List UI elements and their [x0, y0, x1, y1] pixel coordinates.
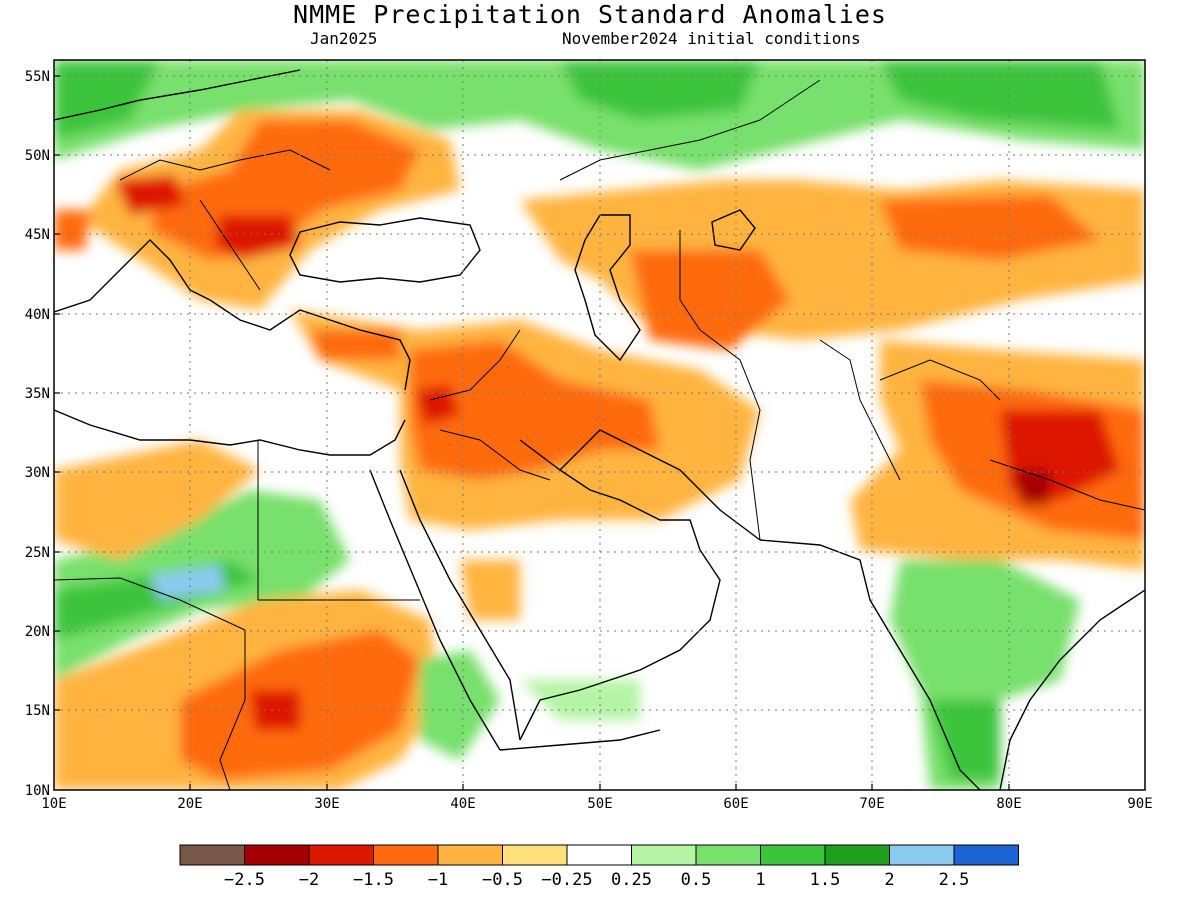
lon-label-50e: 50E — [587, 796, 612, 812]
legend-label: 0.25 — [611, 870, 652, 890]
legend-label: 0.5 — [681, 870, 712, 890]
legend-label: −2 — [299, 870, 319, 890]
lon-label-20e: 20E — [177, 796, 202, 812]
legend-swatch — [502, 844, 568, 866]
country-borders — [54, 79, 1145, 790]
legend-label: 2 — [884, 870, 894, 890]
color-legend: −2.5 −2 −1.5 −1 −0.5 −0.25 0.25 0.5 1 1.5 2 2.5 — [179, 844, 1019, 890]
legend-swatch — [308, 844, 374, 866]
legend-label: −0.25 — [541, 870, 592, 890]
lat-label-10n: 10N — [25, 783, 50, 799]
legend-swatch — [566, 844, 632, 866]
lon-label-90e: 90E — [1127, 796, 1152, 812]
lat-label-35n: 35N — [25, 386, 50, 402]
legend-label: −2.5 — [224, 870, 265, 890]
legend-swatch — [244, 844, 310, 866]
longitude-labels: 10E 20E 30E 40E 50E 60E 70E 80E 90E — [41, 796, 1152, 812]
legend-label: 1 — [755, 870, 765, 890]
legend-swatch — [373, 844, 439, 866]
legend-swatch — [437, 844, 503, 866]
lat-label-15n: 15N — [25, 703, 50, 719]
lat-label-20n: 20N — [25, 624, 50, 640]
lat-label-25n: 25N — [25, 545, 50, 561]
lon-label-40e: 40E — [450, 796, 475, 812]
legend-swatch — [953, 844, 1019, 866]
coastlines — [54, 69, 1145, 790]
lat-label-45n: 45N — [25, 227, 50, 243]
target-month: Jan2025 — [310, 29, 378, 48]
anomaly-field — [54, 60, 1145, 790]
lat-label-40n: 40N — [25, 307, 50, 323]
lon-label-80e: 80E — [996, 796, 1021, 812]
lat-label-30n: 30N — [25, 465, 50, 481]
legend-swatch — [824, 844, 890, 866]
legend-swatch — [179, 844, 245, 866]
legend-swatch — [631, 844, 697, 866]
map-title: NMME Precipitation Standard Anomalies — [293, 0, 887, 29]
tick-marks — [54, 75, 1010, 790]
lat-label-50n: 50N — [25, 148, 50, 164]
legend-swatch — [695, 844, 761, 866]
legend-swatch — [760, 844, 826, 866]
lon-label-10e: 10E — [41, 796, 66, 812]
lon-label-70e: 70E — [859, 796, 884, 812]
legend-label: 2.5 — [939, 870, 970, 890]
initial-conditions: November2024 initial conditions — [562, 29, 861, 48]
lat-label-55n: 55N — [25, 69, 50, 85]
legend-label: −0.5 — [482, 870, 523, 890]
legend-label: 1.5 — [810, 870, 841, 890]
legend-swatch — [889, 844, 955, 866]
latitude-labels: 55N 50N 45N 40N 35N 30N 25N 20N 15N 10N — [25, 69, 50, 799]
lon-label-60e: 60E — [723, 796, 748, 812]
lon-label-30e: 30E — [314, 796, 339, 812]
legend-label: −1.5 — [353, 870, 394, 890]
legend-label: −1 — [428, 870, 448, 890]
graticule — [54, 60, 1145, 790]
